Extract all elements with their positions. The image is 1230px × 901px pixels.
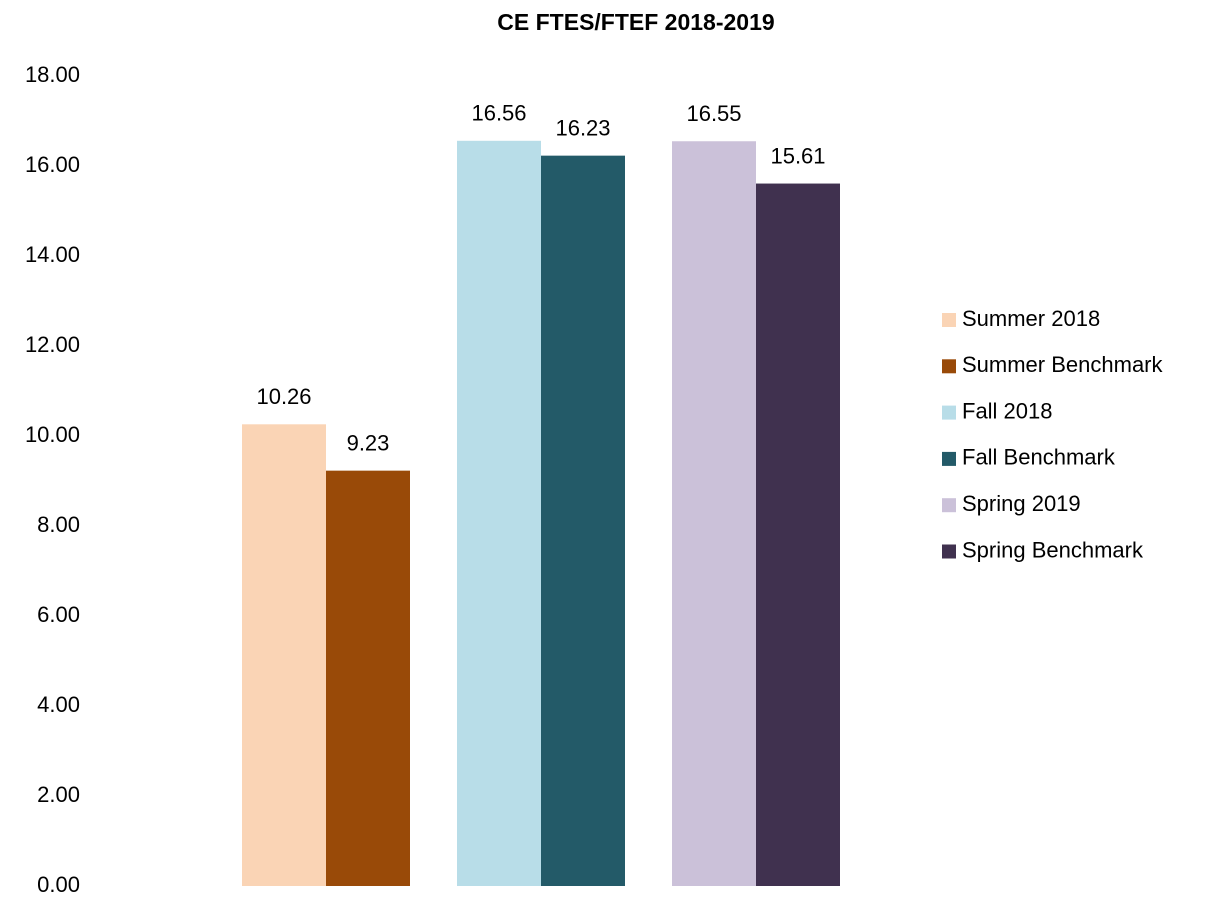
y-tick-label: 12.00: [25, 332, 80, 357]
legend-label: Fall Benchmark: [962, 445, 1116, 470]
legend-swatch: [942, 405, 956, 420]
bar: [242, 424, 326, 886]
legend-swatch: [942, 359, 956, 374]
y-tick-label: 14.00: [25, 242, 80, 267]
y-tick-label: 8.00: [37, 512, 80, 537]
bar: [541, 155, 625, 886]
legend-swatch: [942, 451, 956, 466]
y-tick-label: 18.00: [25, 62, 80, 87]
data-label: 16.56: [471, 101, 526, 126]
data-label: 16.23: [555, 115, 610, 140]
data-label: 9.23: [347, 430, 390, 455]
legend-label: Fall 2018: [962, 398, 1053, 423]
data-label: 16.55: [686, 101, 741, 126]
y-tick-label: 16.00: [25, 152, 80, 177]
chart-title: CE FTES/FTEF 2018-2019: [497, 9, 774, 35]
legend-swatch: [942, 498, 956, 513]
bar: [756, 183, 840, 887]
bar: [672, 141, 756, 886]
bar: [326, 470, 410, 886]
legend-swatch: [942, 313, 956, 327]
legend-label: Spring 2019: [962, 491, 1081, 516]
legend-swatch: [942, 544, 956, 559]
legend-label: Spring Benchmark: [962, 537, 1144, 562]
y-tick-label: 2.00: [37, 782, 80, 807]
legend-label: Summer Benchmark: [962, 352, 1164, 377]
y-tick-label: 10.00: [25, 422, 80, 447]
y-tick-label: 6.00: [37, 602, 80, 627]
y-tick-label: 0.00: [37, 872, 80, 897]
data-label: 15.61: [770, 143, 825, 168]
y-tick-label: 4.00: [37, 692, 80, 717]
bar: [457, 140, 541, 887]
legend-label: Summer 2018: [962, 306, 1100, 331]
data-label: 10.26: [256, 384, 311, 409]
